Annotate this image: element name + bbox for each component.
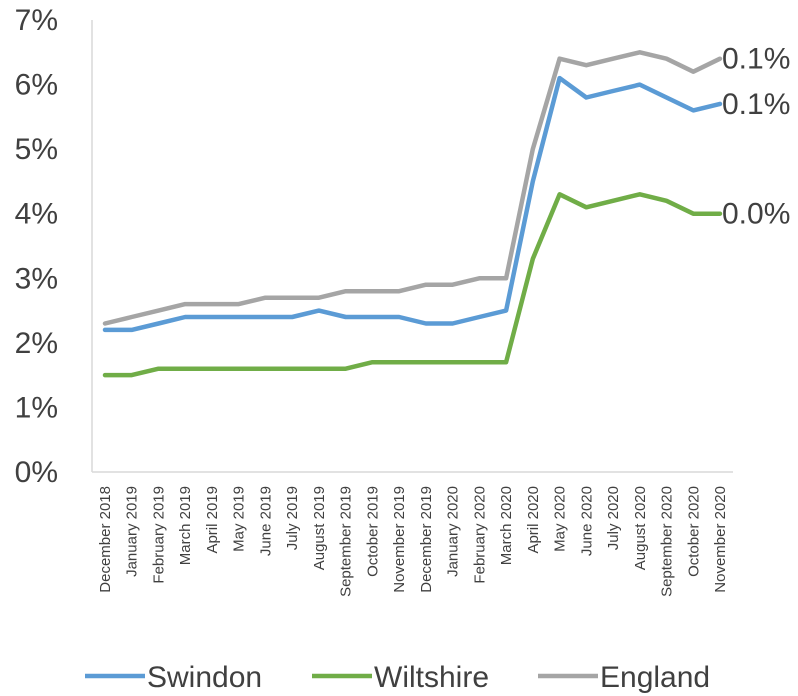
x-tick-label: March 2019 [177,486,194,565]
legend-label-england: England [600,661,710,694]
y-tick-label: 2% [15,327,58,360]
x-tick-label: June 2019 [257,486,274,556]
y-tick-label: 1% [15,391,58,424]
axes [91,20,733,473]
y-tick-label: 4% [15,198,58,231]
legend-label-swindon: Swindon [147,661,262,694]
series-line-england [102,50,723,326]
y-tick-labels: 0% 1% 2% 3% 4% 5% 6% 7% [15,4,58,489]
series-lines [102,50,723,378]
y-tick-label: 6% [15,69,58,102]
x-tick-label: May 2020 [552,486,569,552]
end-label-wiltshire: 0.0% [722,198,790,231]
x-tick-label: February 2019 [150,486,167,584]
x-tick-label: March 2020 [498,486,515,565]
end-label-england: 0.1% [722,43,790,76]
x-tick-label: May 2019 [231,486,248,552]
y-tick-label: 3% [15,262,58,295]
y-tick-label: 0% [15,456,58,489]
x-tick-label: April 2019 [204,486,221,554]
x-tick-label: July 2019 [284,486,301,550]
x-tick-label: August 2019 [311,486,328,570]
x-tick-label: January 2019 [124,486,141,577]
legend-label-wiltshire: Wiltshire [374,661,489,694]
x-tick-label: January 2020 [445,486,462,577]
end-label-swindon: 0.1% [722,88,790,121]
legend: Swindon Wiltshire England [85,661,710,694]
x-tick-labels: December 2018 January 2019 February 2019 Ma… [97,486,729,597]
x-tick-label: December 2018 [97,486,114,593]
end-labels: 0.1% 0.0% 0.1% [722,43,790,231]
y-tick-label: 5% [15,133,58,166]
x-tick-label: October 2020 [685,486,702,577]
x-tick-label: August 2020 [632,486,649,570]
x-tick-label: November 2019 [391,486,408,593]
x-tick-label: September 2020 [659,486,676,597]
series-line-wiltshire [102,192,723,378]
x-tick-label: June 2020 [578,486,595,556]
x-tick-label: February 2020 [471,486,488,584]
x-tick-label: November 2020 [712,486,729,593]
series-line-swindon [102,75,723,333]
x-tick-label: October 2019 [364,486,381,577]
x-tick-label: April 2020 [525,486,542,554]
x-tick-label: December 2019 [418,486,435,593]
x-tick-label: September 2019 [338,486,355,597]
x-tick-label: July 2020 [605,486,622,550]
y-tick-label: 7% [15,4,58,37]
